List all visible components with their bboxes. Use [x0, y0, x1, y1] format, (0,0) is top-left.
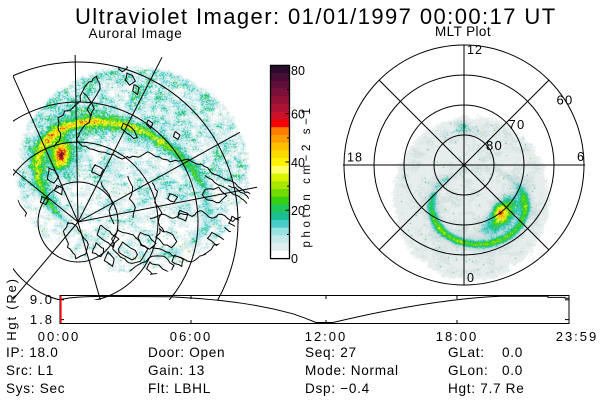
- svg-text:0.0: 0.0: [502, 363, 523, 378]
- svg-text:GLat:: GLat:: [448, 345, 485, 360]
- svg-text:Dsp: −0.4: Dsp: −0.4: [305, 381, 370, 396]
- svg-text:Door: Open: Door: Open: [148, 345, 225, 360]
- svg-text:18:00: 18:00: [436, 329, 479, 344]
- svg-text:Sys: Sec: Sys: Sec: [6, 381, 65, 396]
- svg-text:80: 80: [486, 138, 503, 153]
- svg-text:9.0: 9.0: [30, 292, 54, 307]
- svg-text:06:00: 06:00: [170, 329, 213, 344]
- svg-text:photon cm−2 s−1: photon cm−2 s−1: [301, 105, 313, 248]
- svg-text:1.8: 1.8: [30, 312, 54, 327]
- svg-text:0: 0: [467, 271, 474, 285]
- svg-text:00:00: 00:00: [38, 329, 81, 344]
- svg-text:40: 40: [291, 156, 305, 170]
- svg-text:18: 18: [347, 151, 363, 165]
- svg-text:Hgt (Re): Hgt (Re): [4, 277, 19, 341]
- svg-text:60: 60: [291, 108, 305, 122]
- svg-text:23:59: 23:59: [556, 329, 599, 344]
- svg-text:Flt: LBHL: Flt: LBHL: [148, 381, 211, 396]
- svg-text:0.0: 0.0: [502, 345, 523, 360]
- svg-text:12:00: 12:00: [305, 329, 348, 344]
- svg-text:70: 70: [509, 117, 526, 132]
- svg-text:60: 60: [557, 93, 574, 108]
- svg-text:0: 0: [291, 252, 298, 266]
- svg-text:Hgt: 7.7 Re: Hgt: 7.7 Re: [448, 381, 524, 396]
- svg-text:Ultraviolet Imager: 01/01/1997: Ultraviolet Imager: 01/01/1997 00:00:17 …: [75, 4, 557, 29]
- svg-text:Src: L1: Src: L1: [6, 363, 54, 378]
- svg-text:Auroral Image: Auroral Image: [89, 26, 183, 41]
- svg-text:20: 20: [291, 204, 305, 218]
- svg-text:MLT Plot: MLT Plot: [435, 24, 491, 39]
- svg-text:Mode: Normal: Mode: Normal: [305, 363, 399, 378]
- svg-text:GLon:: GLon:: [448, 363, 489, 378]
- svg-text:Seq: 27: Seq: 27: [305, 345, 357, 360]
- svg-text:IP: 18.0: IP: 18.0: [6, 345, 58, 360]
- svg-text:6: 6: [577, 150, 584, 164]
- svg-text:Gain: 13: Gain: 13: [148, 363, 205, 378]
- svg-text:80: 80: [291, 64, 305, 78]
- svg-text:12: 12: [467, 43, 483, 57]
